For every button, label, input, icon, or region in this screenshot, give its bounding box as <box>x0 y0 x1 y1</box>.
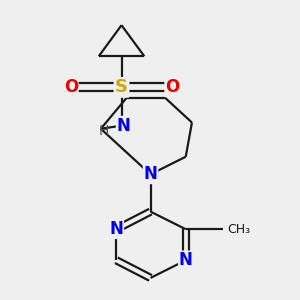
Text: N: N <box>117 117 130 135</box>
Text: O: O <box>64 78 78 96</box>
Text: O: O <box>165 78 179 96</box>
Text: N: N <box>110 220 123 238</box>
Text: S: S <box>115 78 128 96</box>
Text: H: H <box>99 124 109 138</box>
Text: N: N <box>179 251 193 269</box>
Text: N: N <box>144 165 158 183</box>
Text: CH₃: CH₃ <box>227 223 250 236</box>
